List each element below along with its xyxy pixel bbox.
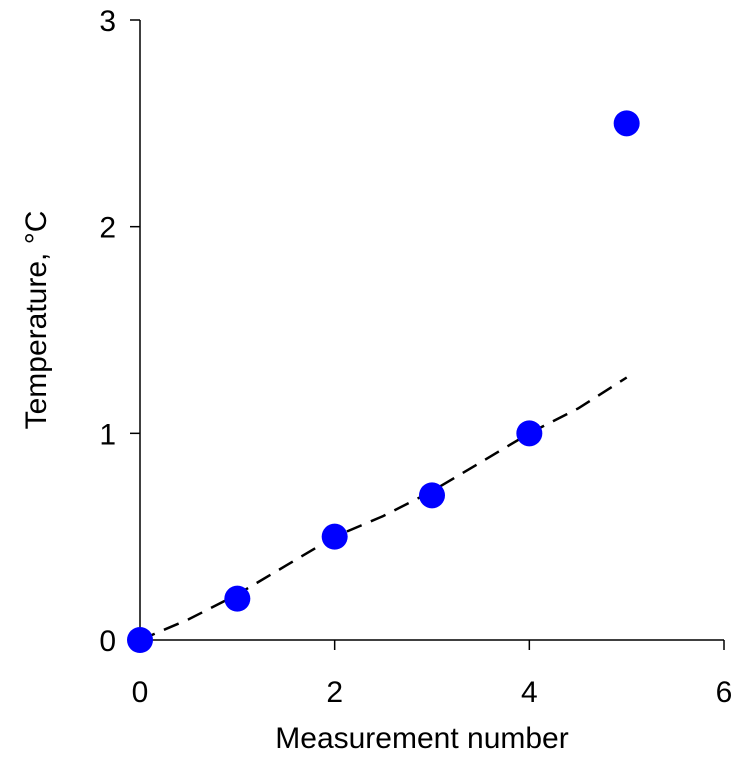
x-tick-label: 4 [521,676,538,709]
series-layer [127,110,640,653]
y-axis-title: Temperature, °C [20,211,53,430]
data-point [127,627,153,653]
y-tick-label: 0 [99,625,116,658]
fit-line [139,376,628,642]
x-tick-label: 6 [716,676,733,709]
y-tick-label: 3 [99,5,116,38]
x-axis-ticks: 0 2 4 6 [132,640,733,709]
y-tick-label: 2 [99,212,116,245]
x-tick-label: 2 [326,676,343,709]
data-point [516,420,543,447]
x-tick-label: 0 [132,676,149,709]
data-point [613,110,640,137]
data-point [419,482,445,509]
y-axis-ticks: 0 1 2 3 [99,5,140,658]
x-axis-title: Measurement number [275,722,568,755]
data-point [224,585,251,612]
y-tick-label: 1 [99,418,116,451]
data-point [321,523,348,550]
